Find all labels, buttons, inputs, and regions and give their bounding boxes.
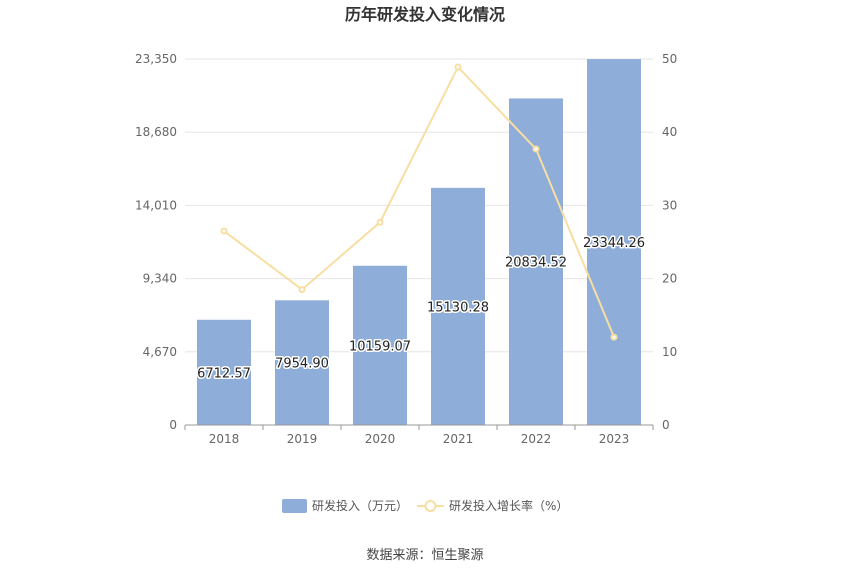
growth-rate-line — [223, 65, 615, 338]
line-series — [220, 63, 618, 341]
x-tick-label: 2020 — [365, 432, 396, 446]
bar — [275, 300, 329, 425]
growth-rate-point — [298, 286, 306, 294]
y-right-tick-label: 30 — [662, 198, 677, 212]
legend-bar-swatch — [282, 499, 307, 513]
y-left-tick-label: 4,670 — [143, 345, 177, 359]
bar-series — [197, 59, 641, 426]
y-left-tick-label: 23,350 — [135, 52, 177, 66]
x-tick-label: 2021 — [443, 432, 474, 446]
bar-value-label: 15130.28 — [427, 300, 489, 315]
bar-value-label: 6712.57 — [197, 366, 251, 381]
legend-line-label: 研发投入增长率（%） — [449, 498, 568, 513]
bar-value-labels: 6712.57 7954.90 10159.07 15130.28 20834.52 23… — [196, 235, 647, 383]
bar — [509, 98, 563, 425]
x-tick-label: 2023 — [599, 432, 630, 446]
y-left-tick-label: 9,340 — [143, 272, 177, 286]
data-source: 数据来源：恒生聚源 — [366, 548, 483, 563]
gridlines — [185, 58, 653, 353]
bar — [353, 265, 407, 425]
bar — [431, 187, 485, 425]
bar — [197, 319, 251, 425]
y-right-tick-label: 50 — [662, 52, 677, 66]
y-right-tick-label: 0 — [662, 418, 670, 432]
bar-value-label: 7954.90 — [275, 357, 329, 372]
legend: 研发投入（万元） 研发投入增长率（%） — [282, 498, 568, 513]
y-left-tick-label: 0 — [169, 418, 177, 432]
growth-rate-point — [532, 145, 540, 153]
y-right-tick-label: 10 — [662, 345, 677, 359]
x-tick-label: 2019 — [287, 432, 318, 446]
growth-rate-point — [610, 333, 618, 341]
legend-bar-label: 研发投入（万元） — [312, 498, 408, 513]
bar-value-label: 23344.26 — [583, 236, 645, 251]
growth-rate-point — [454, 63, 462, 71]
chart-title: 历年研发投入变化情况 — [345, 5, 505, 24]
x-tick-label: 2018 — [209, 432, 240, 446]
x-tick-label: 2022 — [521, 432, 552, 446]
bar — [587, 59, 641, 426]
bar-value-label: 10159.07 — [349, 339, 411, 354]
y-right-tick-label: 40 — [662, 125, 677, 139]
y-right-tick-label: 20 — [662, 272, 677, 286]
growth-rate-point — [376, 218, 384, 226]
y-left-tick-label: 18,680 — [135, 125, 177, 139]
y-left-tick-label: 14,010 — [135, 198, 177, 212]
legend-line-marker — [424, 500, 437, 512]
axes: 0 4,670 9,340 14,010 18,680 23,350 0 10 20 30 40 50… — [135, 52, 677, 446]
growth-rate-point — [220, 227, 228, 235]
bar-value-label: 20834.52 — [505, 256, 567, 271]
